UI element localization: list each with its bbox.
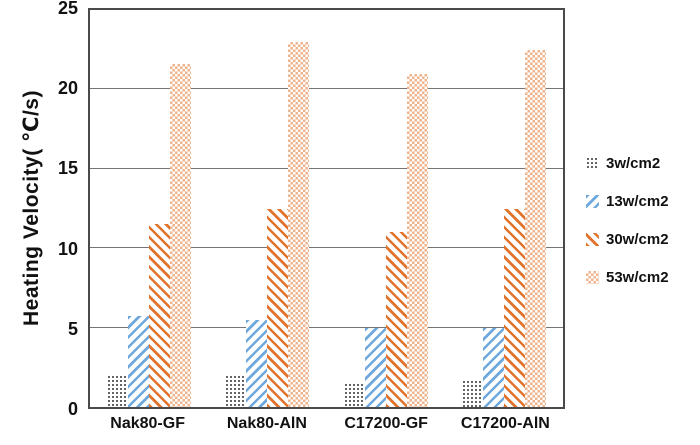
legend-item-3w-cm2: 3w/cm2 (586, 153, 669, 174)
y-tick-label-15: 15 (57, 158, 78, 179)
bar-group-nak80-gf (90, 10, 208, 407)
x-category-label-nak80-gf: Nak80-GF (110, 415, 185, 432)
bar-13w-cm2-c17200-gf (364, 327, 386, 407)
y-tick-label-10: 10 (57, 238, 78, 259)
legend-swatch-dots-icon (586, 157, 599, 170)
bar-13w-cm2-nak80-aln (246, 319, 268, 407)
bar-3w-cm2-c17200-gf (343, 383, 365, 407)
bar-30w-cm2-nak80-aln (267, 208, 289, 407)
gridline-20 (90, 88, 563, 90)
legend-label: 53w/cm2 (606, 269, 669, 286)
gridline-15 (90, 167, 563, 169)
legend-item-13w-cm2: 13w/cm2 (586, 191, 669, 212)
bar-3w-cm2-nak80-aln (225, 375, 247, 407)
legend-label: 3w/cm2 (606, 155, 661, 172)
bar-30w-cm2-c17200-aln (503, 208, 525, 407)
bar-3w-cm2-c17200-aln (461, 380, 483, 407)
y-tick-label-0: 0 (67, 399, 78, 419)
bar-group-nak80-aln (208, 10, 326, 407)
x-axis-category-labels: Nak80-GF Nak80-AlN C17200-GF C17200-AlN (88, 415, 565, 433)
bar-53w-cm2-c17200-gf (406, 73, 428, 407)
bar-53w-cm2-nak80-gf (170, 64, 192, 407)
bar-13w-cm2-nak80-gf (128, 316, 150, 407)
bar-groups (90, 10, 563, 407)
gridline-5 (90, 326, 563, 328)
y-tick-label-20: 20 (57, 78, 78, 99)
legend-item-53w-cm2: 53w/cm2 (586, 267, 669, 288)
legend: 3w/cm2 13w/cm2 30w/cm2 53w/cm2 (586, 153, 669, 305)
legend-label: 30w/cm2 (606, 231, 669, 248)
x-category-label-nak80-aln: Nak80-AlN (226, 415, 307, 432)
y-tick-label-5: 5 (67, 318, 78, 339)
bar-30w-cm2-c17200-gf (385, 232, 407, 407)
legend-swatch-checker-icon (586, 271, 599, 284)
legend-swatch-diag-down-icon (586, 233, 599, 246)
legend-swatch-diag-up-icon (586, 195, 599, 208)
bar-30w-cm2-nak80-gf (149, 224, 171, 407)
bar-3w-cm2-nak80-gf (107, 375, 129, 407)
y-tick-label-25: 25 (57, 0, 78, 18)
bar-53w-cm2-nak80-aln (288, 41, 310, 407)
x-category-label-c17200-aln: C17200-AlN (460, 415, 550, 432)
bar-group-c17200-gf (327, 10, 445, 407)
y-axis-tick-labels: 0 5 10 15 20 25 (40, 0, 80, 418)
plot-area (88, 8, 565, 409)
legend-label: 13w/cm2 (606, 193, 669, 210)
legend-item-30w-cm2: 30w/cm2 (586, 229, 669, 250)
gridline-10 (90, 247, 563, 249)
bar-13w-cm2-c17200-aln (482, 327, 504, 407)
bar-53w-cm2-c17200-aln (524, 49, 546, 407)
x-category-label-c17200-gf: C17200-GF (344, 415, 428, 432)
bar-group-c17200-aln (445, 10, 563, 407)
